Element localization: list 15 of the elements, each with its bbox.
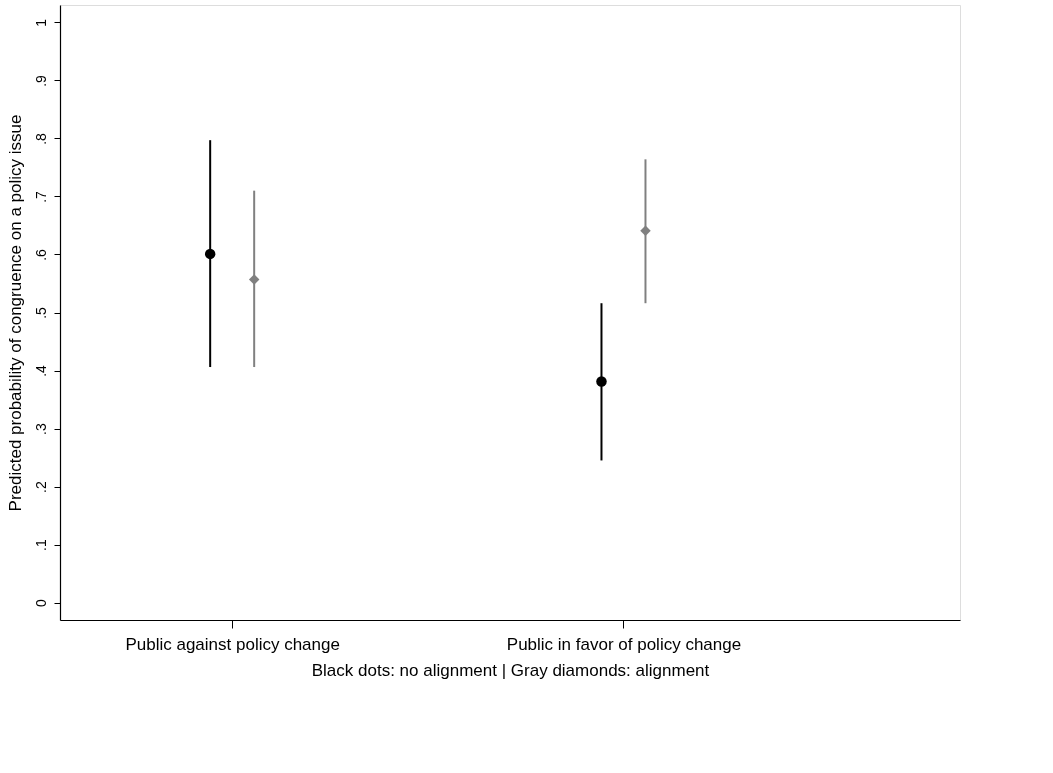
x-axis-title: Black dots: no alignment | Gray diamonds: alignment xyxy=(311,660,710,680)
x-tick-label: Public against policy change xyxy=(125,634,340,654)
y-tick-label: .3 xyxy=(32,422,49,435)
y-tick-label: .7 xyxy=(32,190,49,203)
y-tick-label: 1 xyxy=(32,18,49,27)
y-tick-label: .8 xyxy=(32,132,49,145)
y-tick-label: .4 xyxy=(32,364,49,377)
y-tick-label: .9 xyxy=(32,74,49,87)
y-tick-label: .6 xyxy=(32,248,49,261)
y-tick-label: .2 xyxy=(32,481,49,493)
y-tick-label: .1 xyxy=(32,539,49,551)
y-tick-label: .5 xyxy=(32,306,49,319)
y-tick-label: 0 xyxy=(32,598,49,607)
y-axis-title: Predicted probability of congruence on a policy issue xyxy=(5,114,25,512)
x-tick-label: Public in favor of policy change xyxy=(506,634,742,654)
